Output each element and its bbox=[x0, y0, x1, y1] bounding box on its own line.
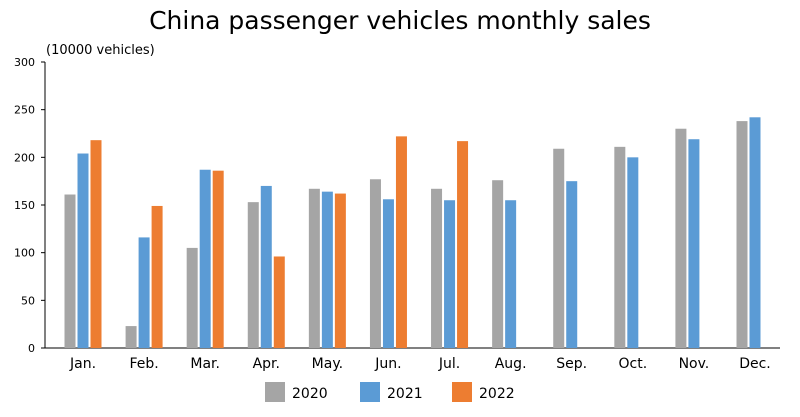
legend-label-2020: 2020 bbox=[292, 386, 328, 402]
y-axis-unit-label: (10000 vehicles) bbox=[46, 43, 155, 58]
bar-2022 bbox=[212, 170, 224, 348]
bar-2020 bbox=[125, 326, 137, 348]
bar-2021 bbox=[749, 117, 761, 348]
y-tick-label: 200 bbox=[14, 151, 35, 164]
x-tick-label: Jul. bbox=[438, 356, 460, 372]
x-tick-label: Dec. bbox=[739, 356, 771, 372]
y-tick-label: 150 bbox=[14, 199, 35, 212]
y-tick-label: 250 bbox=[14, 104, 35, 117]
x-tick-label: Feb. bbox=[129, 356, 158, 372]
x-tick-label: Aug. bbox=[495, 356, 527, 372]
y-tick-label: 100 bbox=[14, 247, 35, 260]
bar-2021 bbox=[138, 237, 150, 348]
legend-swatch-2021 bbox=[360, 382, 380, 402]
y-tick-label: 50 bbox=[21, 294, 35, 307]
bar-2022 bbox=[395, 136, 407, 348]
bar-2020 bbox=[553, 148, 565, 348]
bar-2021 bbox=[566, 181, 578, 348]
bar-2020 bbox=[369, 179, 381, 348]
bar-2020 bbox=[614, 146, 626, 348]
bar-2021 bbox=[321, 191, 333, 348]
bar-2022 bbox=[334, 193, 346, 348]
bar-2022 bbox=[273, 256, 285, 348]
y-tick-label: 0 bbox=[28, 342, 35, 355]
bar-2022 bbox=[457, 141, 469, 348]
y-tick-label: 300 bbox=[14, 56, 35, 69]
bar-2021 bbox=[505, 200, 517, 348]
legend-swatch-2020 bbox=[265, 382, 285, 402]
bar-2022 bbox=[151, 205, 163, 348]
x-tick-label: Nov. bbox=[679, 356, 710, 372]
bar-2020 bbox=[64, 194, 76, 348]
bar-2021 bbox=[260, 185, 272, 348]
bar-2021 bbox=[444, 200, 456, 348]
x-tick-label: May. bbox=[312, 356, 343, 372]
bar-2021 bbox=[688, 139, 700, 348]
bar-2021 bbox=[627, 157, 639, 348]
bar-2021 bbox=[77, 153, 89, 348]
bar-2020 bbox=[431, 188, 443, 348]
legend-label-2022: 2022 bbox=[479, 386, 515, 402]
bar-2020 bbox=[675, 128, 687, 348]
x-tick-label: Mar. bbox=[190, 356, 220, 372]
x-tick-label: Apr. bbox=[253, 356, 280, 372]
bar-2020 bbox=[247, 202, 259, 348]
x-tick-label: Jun. bbox=[374, 356, 401, 372]
legend-swatch-2022 bbox=[452, 382, 472, 402]
bar-2020 bbox=[186, 247, 198, 348]
x-tick-label: Oct. bbox=[618, 356, 647, 372]
bar-2020 bbox=[492, 180, 504, 348]
bar-2021 bbox=[382, 199, 394, 348]
bar-2020 bbox=[308, 188, 320, 348]
x-tick-label: Sep. bbox=[556, 356, 587, 372]
chart-title: China passenger vehicles monthly sales bbox=[149, 6, 651, 35]
legend-label-2021: 2021 bbox=[387, 386, 423, 402]
bar-2021 bbox=[199, 169, 211, 348]
bar-2020 bbox=[736, 121, 748, 349]
bar-2022 bbox=[90, 140, 102, 348]
x-tick-label: Jan. bbox=[69, 356, 96, 372]
